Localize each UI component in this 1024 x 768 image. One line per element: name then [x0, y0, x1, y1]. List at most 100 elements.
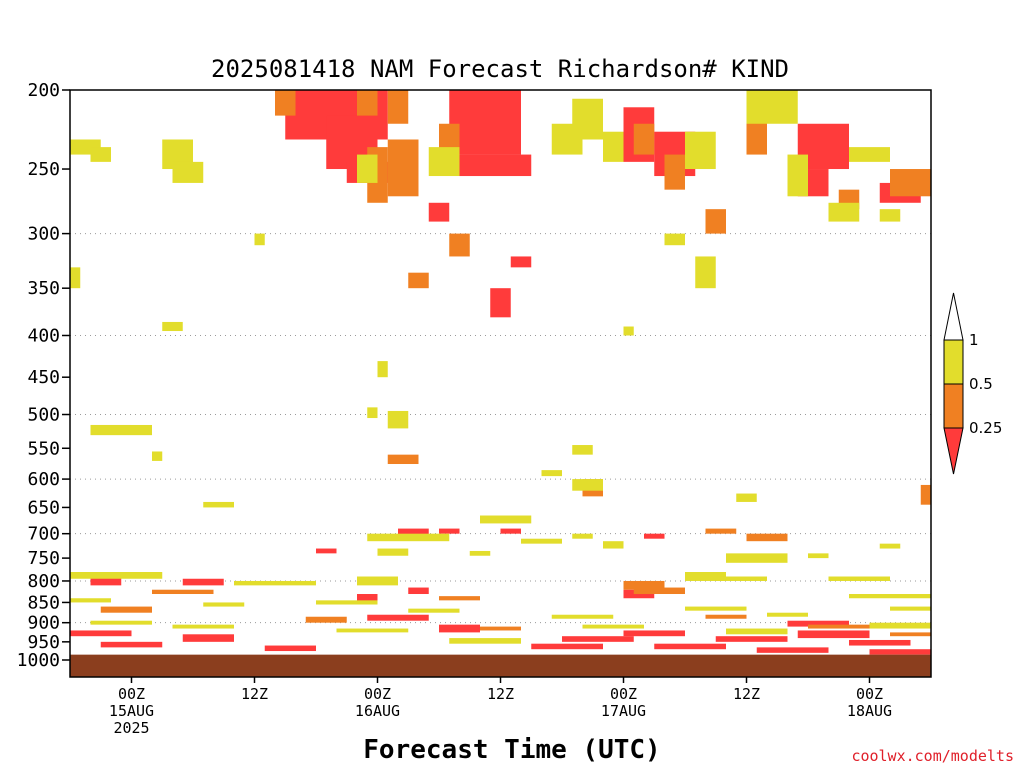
ytick-label-350: 350 [27, 278, 60, 299]
cell-025-30 [562, 636, 634, 642]
cell-051-48 [70, 598, 111, 603]
cell-02505-19 [705, 528, 737, 534]
cell-025-13 [398, 528, 429, 537]
xtick-label-3-0: 12Z [487, 685, 514, 703]
cell-051-32 [367, 533, 450, 542]
cell-051-9 [685, 131, 716, 170]
ytick-label-1000: 1000 [17, 650, 60, 671]
cell-02505-27 [705, 614, 747, 619]
cell-051-37 [603, 541, 624, 549]
ytick-label-800: 800 [27, 571, 60, 592]
cell-02505-6 [449, 233, 470, 257]
colorbar-arrow-top [943, 292, 964, 341]
cell-051-40 [879, 543, 901, 549]
cell-051-42 [70, 572, 163, 579]
xtick-label-2-0: 00Z [364, 685, 391, 703]
cell-051-61 [726, 628, 788, 635]
cell-051-39 [808, 553, 829, 559]
cell-051-17 [254, 233, 265, 246]
cell-025-21 [182, 578, 224, 586]
xtick-label-1-0: 12Z [241, 685, 268, 703]
cell-02505-8 [633, 123, 655, 155]
cell-02505-15 [387, 454, 419, 465]
credit-text: coolwx.com/modelts [851, 747, 1014, 765]
ytick-label-600: 600 [27, 469, 60, 490]
cell-051-60 [582, 624, 644, 629]
cell-02505-26 [480, 626, 521, 631]
cell-051-11 [849, 147, 890, 162]
cell-051-51 [408, 608, 460, 613]
cell-051-20 [623, 326, 634, 336]
ytick-label-200: 200 [27, 80, 60, 101]
cell-051-12 [746, 90, 798, 124]
cell-025-26 [264, 645, 316, 652]
ytick-label-750: 750 [27, 548, 60, 569]
chart-title: 2025081418 NAM Forecast Richardson# KIND [211, 55, 789, 83]
cell-025-17 [316, 548, 337, 554]
cell-025-34 [756, 647, 829, 653]
x-axis-label: Forecast Time (UTC) [363, 735, 660, 765]
cell-02505-22 [439, 596, 480, 601]
cell-025-32 [654, 643, 726, 650]
cell-025-20 [90, 576, 122, 586]
xtick-label-6-0: 00Z [856, 685, 883, 703]
cell-025-35 [797, 630, 870, 639]
cell-025-29 [531, 643, 603, 650]
colorbar-label-1: 0.5 [969, 375, 993, 393]
y-axis: 200 250 300 350 400 450 500 550 600 650 700 7508008… [17, 80, 70, 671]
cell-025-31 [623, 630, 685, 637]
ytick-label-700: 700 [27, 524, 60, 545]
ytick-label-400: 400 [27, 325, 60, 346]
ytick-label-250: 250 [27, 159, 60, 180]
cell-051-35 [521, 538, 562, 544]
cell-051-49 [203, 602, 245, 607]
cell-02505-29 [890, 632, 931, 637]
cell-051-58 [336, 628, 409, 633]
cell-051-59 [449, 638, 521, 644]
cell-02505-4 [387, 139, 419, 197]
xtick-label-4-1: 17AUG [601, 702, 646, 720]
cell-02505-12 [890, 169, 931, 197]
cell-051-3 [172, 161, 204, 183]
cell-051-50 [316, 600, 378, 605]
cell-051-14 [879, 209, 901, 222]
ytick-label-450: 450 [27, 367, 60, 388]
cell-051-36 [572, 533, 593, 539]
cell-051-62 [869, 622, 931, 629]
cell-025-2 [449, 90, 521, 155]
cell-051-16 [695, 256, 716, 289]
cell-02505-24 [100, 606, 152, 613]
cell-051-30 [480, 515, 532, 524]
cell-025-16 [644, 533, 665, 539]
colorbar-legend: 1 0.5 0.25 [943, 292, 1002, 475]
cell-025-22 [357, 594, 378, 603]
cell-051-7 [572, 98, 603, 140]
colorbar-arrow-bottom [943, 427, 964, 475]
cell-025-36 [849, 639, 911, 646]
ytick-label-300: 300 [27, 224, 60, 245]
cell-051-28 [572, 479, 603, 491]
cell-051-1 [90, 147, 111, 162]
cell-051-43 [234, 580, 316, 586]
cell-051-15 [664, 233, 685, 246]
cell-051-41 [685, 572, 726, 581]
cell-051-5 [428, 147, 460, 177]
colorbar-label-2: 0.25 [969, 419, 1002, 437]
cell-051-56 [90, 620, 152, 625]
cell-025-14 [439, 528, 460, 534]
cell-025-27 [367, 614, 429, 621]
cell-025-37 [869, 649, 931, 655]
ytick-label-650: 650 [27, 497, 60, 518]
ytick-label-900: 900 [27, 613, 60, 634]
xtick-label-4-0: 00Z [610, 685, 637, 703]
cell-051-46 [828, 576, 890, 581]
ytick-label-550: 550 [27, 438, 60, 459]
colorbar-label-0: 1 [969, 331, 979, 349]
ytick-label-950: 950 [27, 632, 60, 653]
cell-051-34 [469, 550, 491, 556]
xtick-label-0-1: 15AUG [109, 702, 154, 720]
cell-025-25 [182, 634, 234, 642]
ytick-label-850: 850 [27, 592, 60, 613]
cell-051-13 [828, 202, 860, 222]
